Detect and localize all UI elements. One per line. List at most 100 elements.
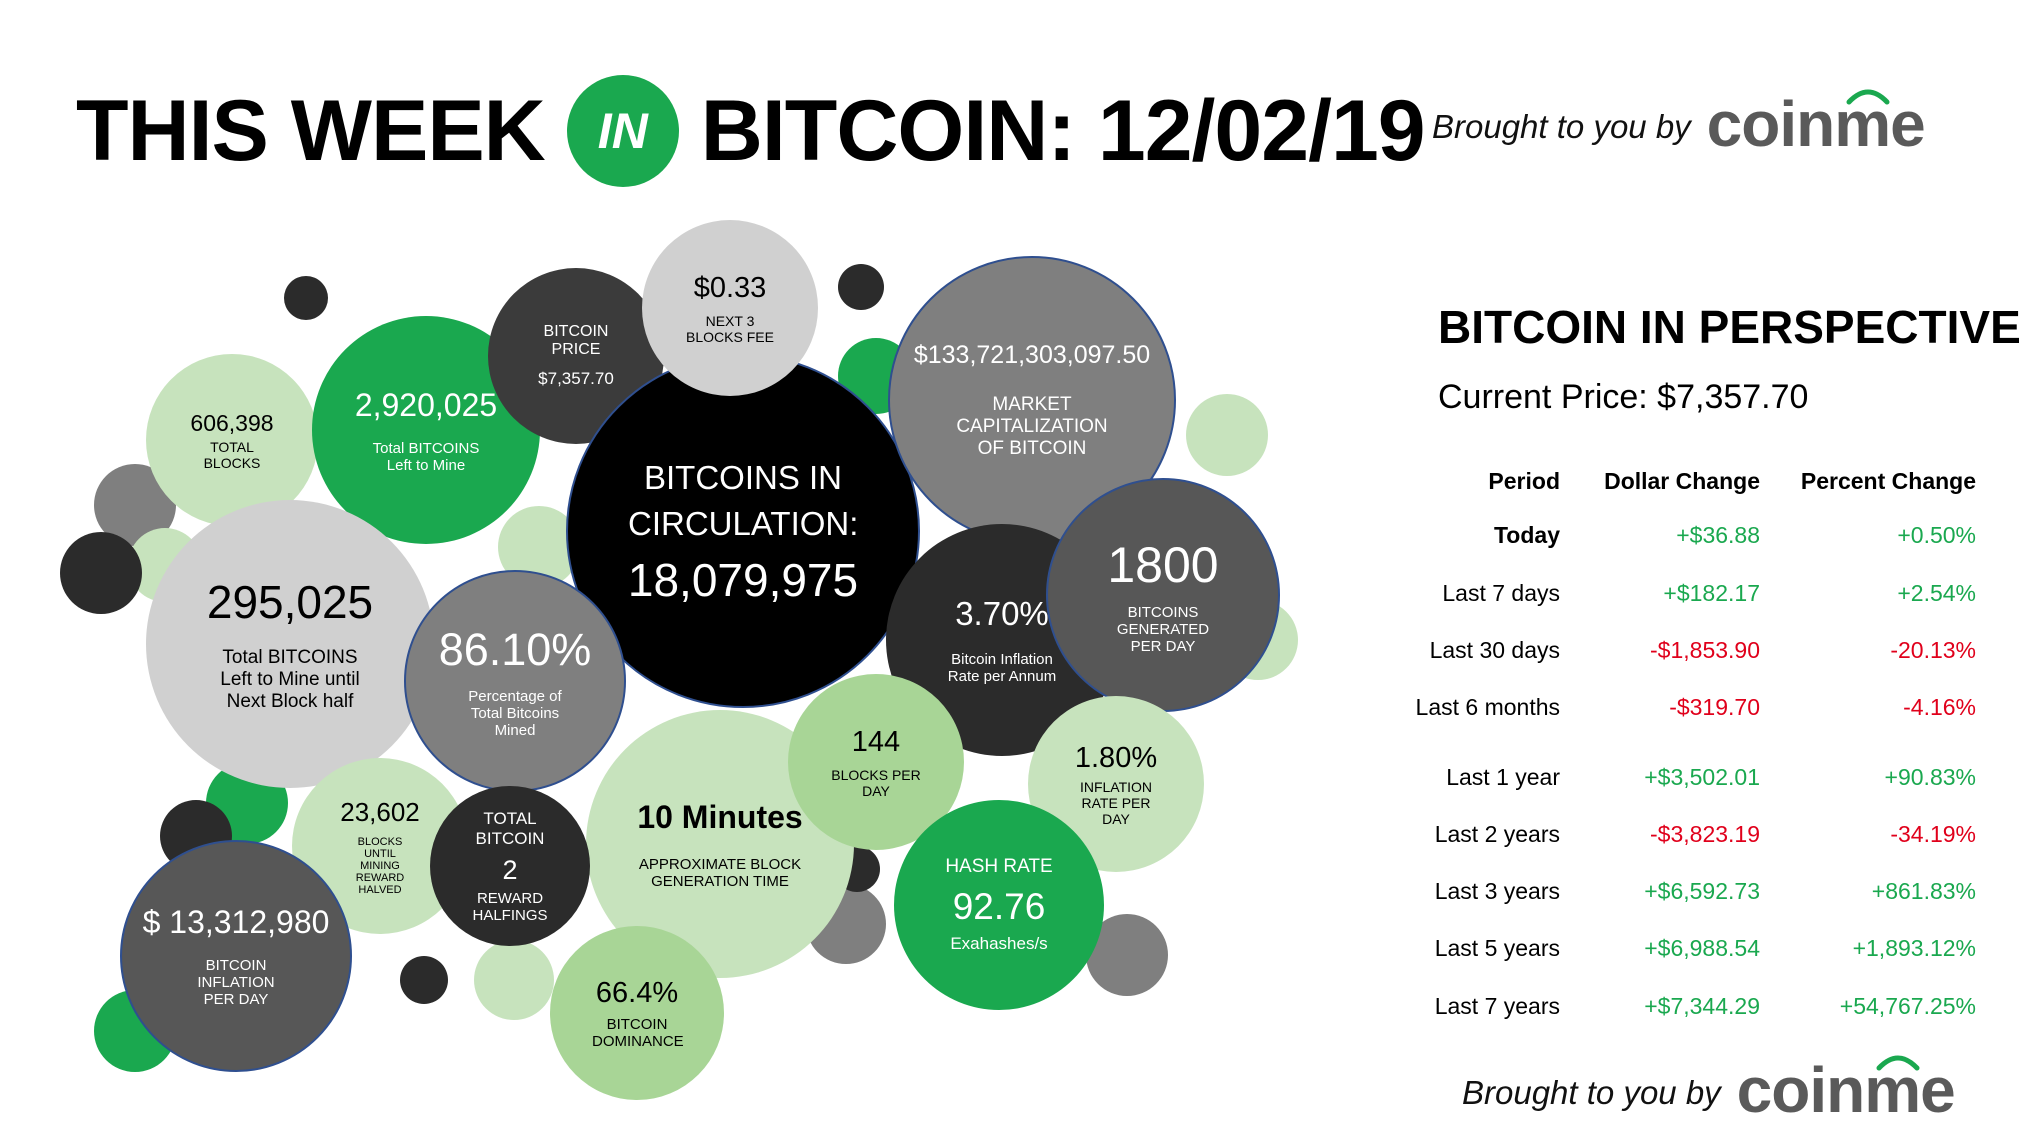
coinme-logo: coinme [1707,89,1926,156]
price-value: $7,357.70 [538,369,614,388]
row-percent: +861.83% [1871,878,1976,904]
table-row: Last 6 months -$319.70 -4.16% [1400,694,1990,730]
row-percent: -4.16% [1903,694,1976,720]
inflation-day-label: BITCOIN INFLATION PER DAY [197,957,275,1008]
halvings-label-top: TOTAL BITCOIN [475,808,545,848]
inflation-day-value: $ 13,312,980 [142,904,330,940]
total-blocks-bubble: 606,398 TOTAL BLOCKS [146,354,318,526]
hash-rate-unit: Exahashes/s [950,934,1048,953]
inflation-day-bubble: $ 13,312,980 BITCOIN INFLATION PER DAY [120,840,352,1072]
row-period: Last 1 year [1446,764,1560,790]
inflation-180-label: INFLATION RATE PER DAY [1079,778,1153,827]
row-dollar: +$6,592.73 [1644,878,1760,904]
current-price: Current Price: $7,357.70 [1438,378,1809,416]
header-dollar: Dollar Change [1604,468,1760,494]
logo-text: coinme [1706,88,1926,160]
in-badge: IN [566,75,679,187]
table-row: Last 7 days +$182.17 +2.54% [1400,580,1990,616]
row-percent: +0.50% [1897,522,1976,548]
row-period: Last 3 years [1434,878,1560,904]
row-dollar: +$6,988.54 [1644,935,1760,961]
logo-arc-icon [1846,89,1890,105]
table-header: Period Dollar Change Percent Change [1400,468,1990,504]
halvings-label-bottom: REWARD HALFINGS [472,889,548,924]
until-half-value: 295,025 [206,576,374,628]
generated-label: BITCOINS GENERATED PER DAY [1116,603,1210,655]
deco-bubble [1186,394,1268,476]
row-percent: -34.19% [1890,821,1976,847]
table-row: Last 7 years +$7,344.29 +54,767.25% [1400,993,1990,1029]
left-to-mine-label: Total BITCOINS Left to Mine [372,439,480,474]
total-blocks-value: 606,398 [190,409,274,436]
row-period: Last 7 years [1434,993,1560,1019]
gen-time-label: APPROXIMATE BLOCK GENERATION TIME [638,855,802,890]
generated-bubble: 1800 BITCOINS GENERATED PER DAY [1046,478,1280,712]
until-half-label: Total BITCOINS Left to Mine until Next B… [220,647,360,712]
market-cap-value: $133,721,303,097.50 [913,340,1151,369]
row-period: Today [1493,522,1560,548]
table-row: Today +$36.88 +0.50% [1400,522,1990,558]
header-period: Period [1488,468,1560,494]
row-dollar: -$1,853.90 [1650,637,1760,663]
pct-mined-bubble: 86.10% Percentage of Total Bitcoins Mine… [404,570,626,792]
row-dollar: +$182.17 [1663,580,1760,606]
hash-rate-bubble: HASH RATE 92.76 Exahashes/s [894,800,1104,1010]
brought-by-text: Brought to you by [1432,108,1691,145]
row-period: Last 2 years [1434,821,1560,847]
deco-bubble [60,532,142,614]
blocks-per-day-value: 144 [851,725,901,758]
fee-value: $0.33 [693,271,767,304]
left-to-mine-value: 2,920,025 [354,386,498,423]
perspective-title: BITCOIN IN PERSPECTIVE [1438,301,2021,353]
table-row: Last 5 years +$6,988.54 +1,893.12% [1400,935,1990,971]
pct-mined-value: 86.10% [438,623,592,675]
blocks-until-label: BLOCKS UNTIL MINING REWARD HALVED [355,835,405,896]
row-dollar: +$7,344.29 [1644,993,1760,1019]
row-dollar: +$36.88 [1676,522,1760,548]
dominance-label: BITCOIN DOMINANCE [592,1015,684,1050]
inflation-rate-value: 3.70% [955,595,1049,632]
fee-bubble: $0.33 NEXT 3 BLOCKS FEE [642,220,818,396]
hash-rate-value: 92.76 [952,886,1046,927]
row-percent: -20.13% [1890,637,1976,663]
table-row: Last 3 years +$6,592.73 +861.83% [1400,878,1990,914]
title-left: THIS WEEK [76,82,546,179]
price-label: BITCOIN PRICE [543,323,609,358]
circulation-label: BITCOINS IN CIRCULATION: [628,458,859,542]
table-row: Last 2 years -$3,823.19 -34.19% [1400,821,1990,857]
row-period: Last 30 days [1429,637,1560,663]
deco-bubble [284,276,328,320]
row-percent: +1,893.12% [1852,935,1976,961]
brought-by-text: Brought to you by [1462,1074,1721,1111]
total-blocks-label: TOTAL BLOCKS [203,438,261,471]
blocks-per-day-label: BLOCKS PER DAY [831,766,921,799]
row-dollar: +$3,502.01 [1644,764,1760,790]
deco-bubble [400,956,448,1004]
pct-mined-label: Percentage of Total Bitcoins Mined [468,687,562,739]
table-row: Last 30 days -$1,853.90 -20.13% [1400,637,1990,673]
market-cap-label: MARKET CAPITALIZATION OF BITCOIN [956,393,1108,459]
dominance-bubble: 66.4% BITCOIN DOMINANCE [550,926,724,1100]
inflation-180-value: 1.80% [1074,741,1158,774]
hash-rate-label: HASH RATE [945,856,1053,877]
header-percent: Percent Change [1800,468,1976,494]
brand-bottom: Brought to you by coinme [1462,1055,1956,1122]
dominance-value: 66.4% [595,976,679,1009]
row-dollar: -$319.70 [1669,694,1760,720]
halvings-value: 2 [502,854,518,885]
deco-bubble [474,940,554,1020]
row-percent: +2.54% [1897,580,1976,606]
title-right: BITCOIN: 12/02/19 [700,82,1426,179]
until-half-bubble: 295,025 Total BITCOINS Left to Mine unti… [146,500,434,788]
row-dollar: -$3,823.19 [1650,821,1760,847]
brand-top: Brought to you by coinme [1432,89,1926,156]
inflation-180-bubble: 1.80% INFLATION RATE PER DAY [1028,696,1204,872]
logo-arc-icon [1876,1055,1920,1071]
row-period: Last 5 years [1434,935,1560,961]
row-period: Last 6 months [1415,694,1560,720]
circulation-value: 18,079,975 [627,554,859,607]
logo-text: coinme [1736,1054,1956,1126]
page-title: THIS WEEK IN BITCOIN: 12/02/19 [76,75,1426,187]
deco-bubble [838,264,884,310]
